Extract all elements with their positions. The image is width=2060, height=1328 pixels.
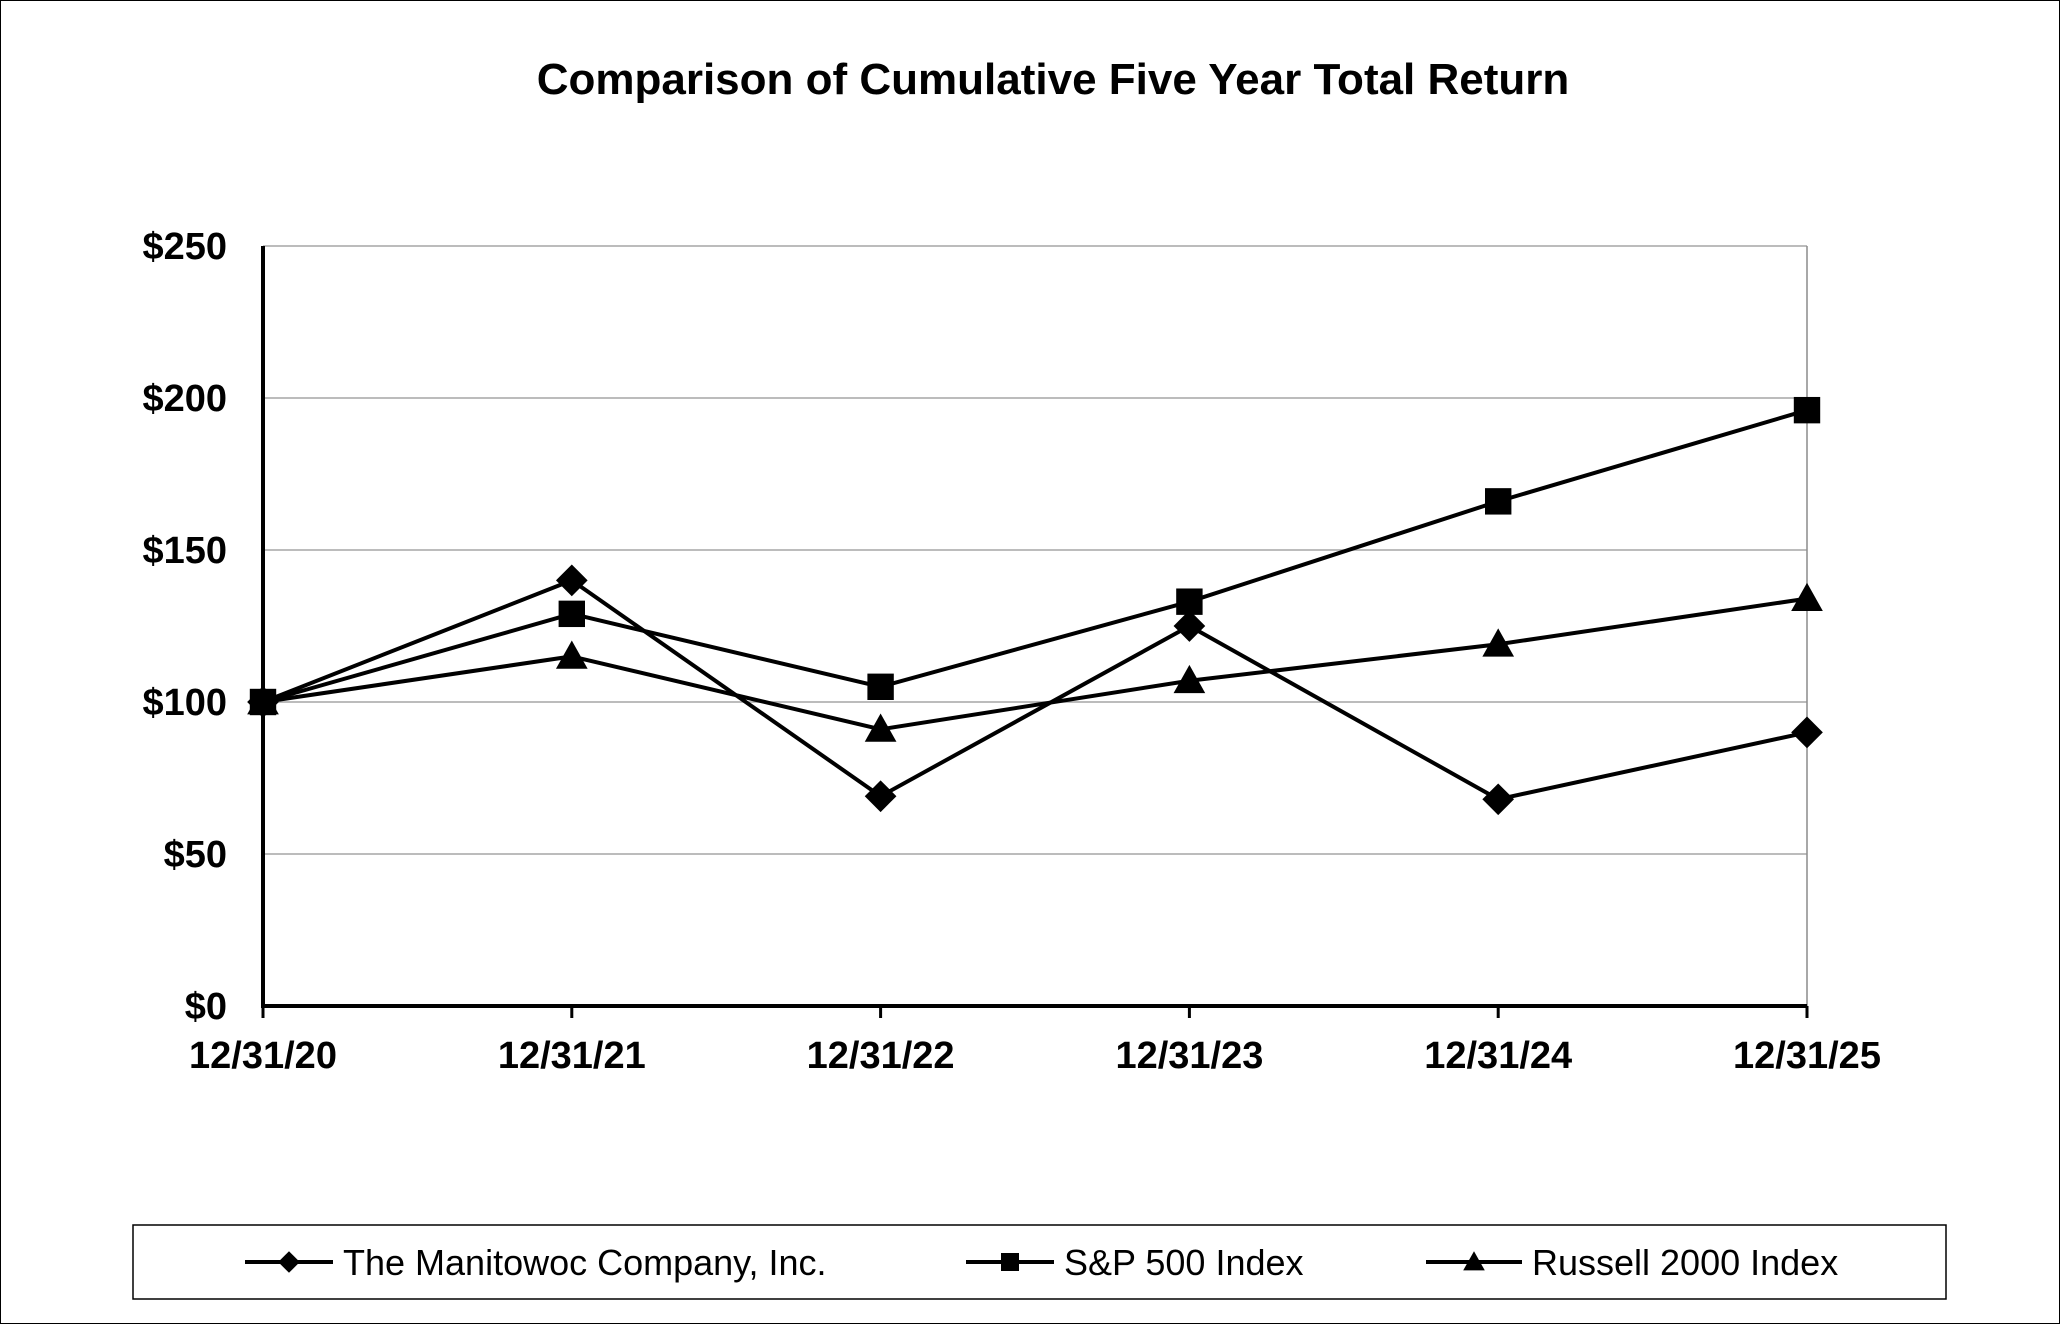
x-tick-label: 12/31/24 <box>1424 1035 1572 1077</box>
chart-title: Comparison of Cumulative Five Year Total… <box>537 55 1570 104</box>
triangle-marker <box>247 686 279 715</box>
y-tick-label: $0 <box>185 986 227 1028</box>
y-tick-label: $150 <box>142 530 227 572</box>
diamond-marker <box>864 780 897 813</box>
legend-item: Russell 2000 Index <box>1426 1242 1838 1283</box>
legend-item: The Manitowoc Company, Inc. <box>245 1242 827 1283</box>
series-line <box>262 408 1808 704</box>
triangle-marker <box>864 713 897 742</box>
series-triangle <box>247 582 1823 742</box>
square-marker <box>558 600 585 628</box>
y-tick-label: $250 <box>142 226 227 268</box>
diamond-marker <box>1173 610 1206 642</box>
y-tick-label: $200 <box>142 378 227 420</box>
square-marker <box>1485 488 1512 515</box>
triangle-marker <box>1173 664 1206 694</box>
legend-triangle-marker <box>1463 1251 1485 1271</box>
series-square <box>249 396 1821 716</box>
x-tick-label: 12/31/25 <box>1733 1035 1881 1077</box>
legend: The Manitowoc Company, Inc. S&P 500 Index… <box>132 1224 1947 1300</box>
square-marker <box>867 673 894 700</box>
series-diamond <box>247 564 1823 816</box>
diamond-marker <box>1791 716 1823 749</box>
square-marker <box>1793 396 1821 424</box>
triangle-marker <box>1482 628 1515 657</box>
square-marker <box>1176 588 1203 615</box>
series-line <box>262 578 1808 802</box>
diamond-marker <box>1482 783 1515 816</box>
legend-diamond-marker <box>278 1251 300 1273</box>
x-tick-label: 12/31/20 <box>189 1035 337 1077</box>
x-tick-label: 12/31/21 <box>498 1035 646 1077</box>
diamond-marker <box>555 564 588 597</box>
triangle-marker <box>1791 582 1823 611</box>
series-line <box>262 596 1808 732</box>
y-tick-label: $50 <box>164 834 227 876</box>
x-tick-label: 12/31/22 <box>807 1035 955 1077</box>
triangle-marker <box>555 640 588 669</box>
y-tick-label: $100 <box>142 682 227 724</box>
x-tick-label: 12/31/23 <box>1115 1035 1263 1077</box>
legend-item: S&P 500 Index <box>966 1242 1304 1283</box>
legend-square-marker <box>1001 1253 1019 1271</box>
legend-label: S&P 500 Index <box>1064 1242 1304 1283</box>
legend-label: Russell 2000 Index <box>1532 1242 1838 1283</box>
legend-label: The Manitowoc Company, Inc. <box>343 1242 827 1283</box>
